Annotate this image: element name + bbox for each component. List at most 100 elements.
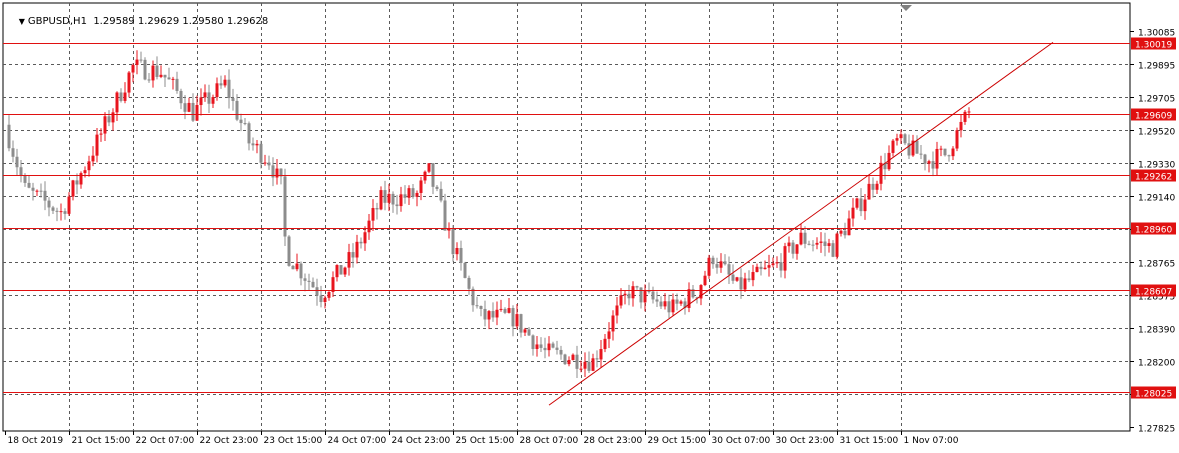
- candle-body: [635, 286, 639, 288]
- candle-body: [959, 121, 963, 131]
- candle-body: [415, 192, 419, 197]
- candle-body: [207, 92, 211, 104]
- candle-body: [927, 161, 931, 164]
- candle-body: [175, 78, 179, 91]
- candle-body: [699, 285, 703, 299]
- candle-body: [247, 123, 251, 144]
- candle-body: [343, 267, 347, 275]
- candle-body: [231, 98, 235, 101]
- candle-body: [403, 194, 407, 198]
- candle-body: [319, 295, 323, 303]
- candle-body: [503, 308, 507, 313]
- candle-body: [279, 168, 283, 177]
- x-tick-label: 30 Oct 07:00: [712, 436, 771, 446]
- candle-body: [179, 90, 183, 104]
- candle-body: [307, 280, 311, 282]
- x-tick-label: 23 Oct 15:00: [264, 436, 323, 446]
- candle-body: [243, 123, 247, 125]
- candle-body: [159, 74, 163, 77]
- candle-body: [11, 148, 15, 157]
- candle-body: [943, 148, 947, 156]
- candle-body: [803, 232, 807, 244]
- level-label: 1.30019: [1135, 41, 1172, 51]
- candle-body: [155, 65, 159, 77]
- level-label-bg: [1131, 284, 1176, 297]
- level-label-bg: [1131, 169, 1176, 182]
- candle-body: [563, 354, 567, 365]
- candle-body: [79, 173, 83, 185]
- candle-body: [475, 305, 479, 307]
- x-tick-label: 22 Oct 07:00: [136, 436, 195, 446]
- candle-body: [559, 349, 563, 355]
- candle-body: [295, 263, 299, 270]
- candle-body: [367, 220, 371, 233]
- candle-body: [879, 162, 883, 184]
- candle-body: [567, 359, 571, 365]
- candle-body: [219, 83, 223, 86]
- candle-body: [539, 344, 543, 348]
- x-tick-label: 30 Oct 23:00: [776, 436, 835, 446]
- candle-body: [495, 309, 499, 318]
- candle-body: [467, 277, 471, 289]
- candle-body: [191, 102, 195, 121]
- candle-body: [575, 354, 579, 369]
- candle-body: [195, 105, 199, 121]
- candle-body: [339, 265, 343, 275]
- y-tick-label: 1.29330: [1138, 161, 1175, 171]
- candle-body: [707, 257, 711, 276]
- candle-body: [867, 183, 871, 200]
- chart-shift-marker: [900, 5, 912, 11]
- candle-body: [455, 247, 459, 255]
- candle-body: [135, 59, 139, 65]
- candle-body: [839, 230, 843, 234]
- candle-body: [171, 78, 175, 80]
- candle-body: [611, 315, 615, 332]
- candle-body: [235, 100, 239, 120]
- candle-body: [655, 299, 659, 302]
- candle-body: [811, 244, 815, 246]
- y-tick-label: 1.28390: [1138, 326, 1175, 336]
- candle-body: [627, 293, 631, 299]
- candle-body: [899, 134, 903, 139]
- candle-body: [795, 244, 799, 254]
- candle-body: [407, 188, 411, 198]
- candle-body: [891, 140, 895, 153]
- candle-body: [391, 193, 395, 205]
- candle-body: [631, 286, 635, 299]
- caret-down-icon[interactable]: ▼: [18, 17, 25, 26]
- level-label: 1.28960: [1135, 226, 1172, 236]
- candle-body: [623, 293, 627, 296]
- candle-body: [275, 168, 279, 178]
- candle-body: [639, 287, 643, 303]
- candle-body: [103, 116, 107, 134]
- candle-body: [427, 163, 431, 172]
- candle-body: [843, 230, 847, 236]
- candle-body: [723, 261, 727, 265]
- candle-body: [439, 188, 443, 201]
- ohlc-values: 1.29589 1.29629 1.29580 1.29628: [93, 16, 269, 27]
- candle-body: [71, 180, 75, 197]
- candle-body: [463, 262, 467, 278]
- candle-body: [63, 211, 67, 214]
- candle-body: [787, 242, 791, 247]
- candle-body: [759, 266, 763, 270]
- candle-body: [511, 308, 515, 327]
- candle-body: [447, 228, 451, 231]
- candle-body: [919, 153, 923, 155]
- candle-body: [227, 79, 231, 99]
- candle-body: [139, 59, 143, 61]
- candle-body: [215, 83, 219, 98]
- x-tick-label: 25 Oct 15:00: [456, 436, 515, 446]
- x-tick-label: 22 Oct 23:00: [200, 436, 259, 446]
- candle-body: [799, 232, 803, 245]
- candle-body: [43, 190, 47, 201]
- candle-body: [47, 200, 51, 208]
- candle-body: [715, 264, 719, 268]
- candle-body: [587, 361, 591, 371]
- candle-body: [671, 299, 675, 313]
- candle-body: [835, 233, 839, 257]
- candle-body: [527, 329, 531, 336]
- candle-body: [299, 263, 303, 279]
